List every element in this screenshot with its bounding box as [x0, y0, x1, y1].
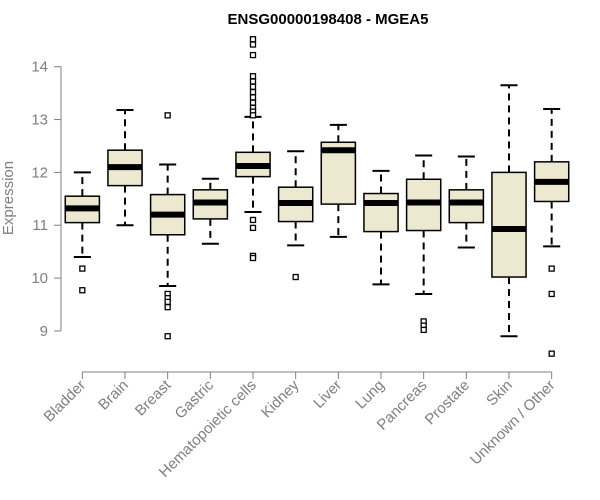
box-brain [107, 109, 143, 227]
box-pancreas [405, 154, 442, 334]
x-tick-label: Skin [483, 377, 516, 410]
y-tick-label: 12 [31, 164, 48, 181]
outlier-point [249, 88, 257, 96]
box-liver [320, 123, 357, 238]
outlier-point [249, 51, 257, 59]
outlier-point [420, 326, 427, 334]
box-lung [363, 169, 399, 286]
outlier-point [164, 112, 171, 119]
y-axis: 9 10 11 12 13 14 [31, 59, 62, 340]
outlier-point [249, 112, 257, 119]
outlier-point [79, 265, 86, 272]
outlier-point [249, 254, 257, 262]
outlier-point [249, 36, 257, 43]
outlier-point [249, 78, 257, 85]
x-tick-label: Kidney [258, 376, 303, 421]
y-tick-label: 10 [31, 270, 48, 287]
chart-title: ENSG00000198408 - MGEA5 [228, 11, 429, 28]
iqr-box [363, 192, 399, 233]
box-unknown-other [533, 107, 570, 357]
outlier-point [249, 99, 257, 106]
box-breast [149, 112, 186, 340]
x-tick-label: Liver [310, 377, 345, 412]
box-bladder [64, 171, 101, 294]
y-tick-label: 14 [31, 59, 48, 76]
outlier-point [249, 94, 257, 101]
outlier-point [548, 350, 555, 357]
outlier-point [249, 73, 257, 80]
y-axis-label: Expression [0, 161, 17, 235]
outlier-point [164, 333, 171, 340]
box-skin [491, 84, 527, 338]
y-tick-label: 13 [31, 112, 48, 129]
outlier-point [548, 265, 555, 272]
outlier-point [292, 273, 299, 281]
x-tick-label: Bladder [41, 377, 90, 426]
outlier-point [164, 304, 171, 311]
x-tick-label: Breast [132, 376, 175, 419]
box-hematopoietic-cells [235, 36, 271, 262]
box-kidney [277, 150, 314, 281]
x-tick-label: Prostate [422, 377, 474, 429]
outlier-point [249, 41, 257, 48]
outlier-point [249, 216, 257, 224]
boxes-group [64, 36, 570, 357]
box-prostate [448, 155, 485, 249]
x-tick-label: Brain [95, 377, 132, 414]
x-tick-label: Lung [352, 377, 388, 413]
outlier-point [249, 224, 257, 232]
y-tick-label: 9 [40, 323, 48, 340]
iqr-box [491, 171, 527, 278]
outlier-point [164, 298, 171, 306]
outlier-point [249, 83, 257, 90]
box-gastric [192, 177, 229, 245]
y-tick-label: 11 [32, 217, 48, 234]
outlier-point [79, 287, 86, 294]
outlier-point [548, 290, 555, 298]
iqr-box [448, 189, 485, 224]
